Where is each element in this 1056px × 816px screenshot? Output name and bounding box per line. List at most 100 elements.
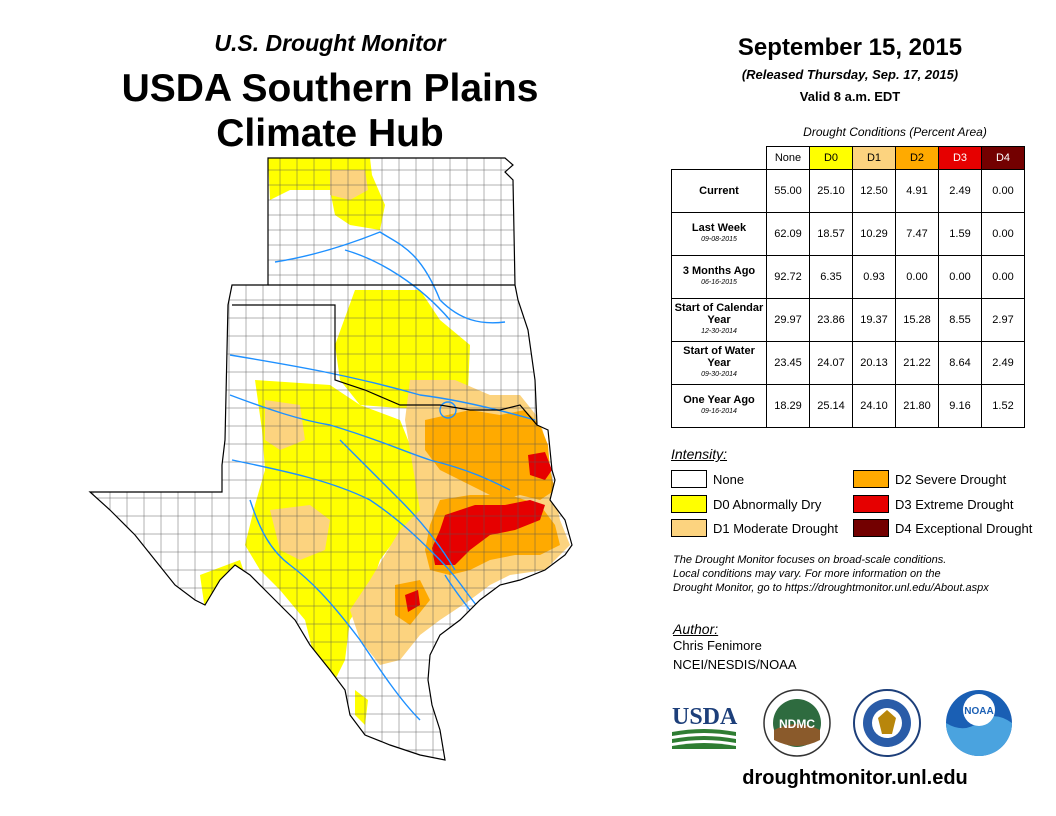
row-label: Start of Calendar Year 12-30-2014 <box>671 298 767 342</box>
col-header-d0: D0 <box>809 146 853 170</box>
cell-d1: 19.37 <box>852 298 896 342</box>
note-line-2: Local conditions may vary. For more info… <box>673 568 941 580</box>
ndmc-logo-text: NDMC <box>779 717 815 731</box>
row-date: 09-16-2014 <box>701 408 737 415</box>
cell-d2: 21.22 <box>895 341 939 385</box>
author-name: Chris Fenimore <box>673 638 762 653</box>
cell-d3: 0.00 <box>938 255 982 299</box>
cell-d1: 24.10 <box>852 384 896 428</box>
legend-label-d4: D4 Exceptional Drought <box>895 520 1033 536</box>
cell-d2: 15.28 <box>895 298 939 342</box>
row-date: 06-16-2015 <box>701 279 737 286</box>
legend-title: Intensity: <box>671 446 728 462</box>
cell-none: 23.45 <box>766 341 810 385</box>
row-label-text: One Year Ago <box>683 394 755 406</box>
row-date: 12-30-2014 <box>701 328 737 335</box>
ndmc-logo: NDMC <box>763 689 831 757</box>
note-line-1: The Drought Monitor focuses on broad-sca… <box>673 554 947 566</box>
map-date: September 15, 2015 <box>737 34 963 61</box>
cell-none: 62.09 <box>766 212 810 256</box>
legend-swatch-none <box>671 470 707 488</box>
row-label: Start of Water Year 09-30-2014 <box>671 341 767 385</box>
disclaimer-note: The Drought Monitor focuses on broad-sca… <box>673 553 1043 595</box>
table-row: Current 55.00 25.10 12.50 4.91 2.49 0.00 <box>671 169 1025 213</box>
legend-swatch-d1 <box>671 519 707 537</box>
row-label: Last Week 09-08-2015 <box>671 212 767 256</box>
valid-time: Valid 8 a.m. EDT <box>799 89 901 104</box>
cell-d1: 10.29 <box>852 212 896 256</box>
cell-d1: 20.13 <box>852 341 896 385</box>
cell-d4: 1.52 <box>981 384 1025 428</box>
state-outlines <box>88 157 573 761</box>
legend-swatch-d0 <box>671 495 707 513</box>
drought-map <box>88 157 573 761</box>
doc-seal-logo <box>853 689 921 757</box>
row-label: 3 Months Ago 06-16-2015 <box>671 255 767 299</box>
cell-d4: 2.49 <box>981 341 1025 385</box>
table-header-row: None D0 D1 D2 D3 D4 <box>671 146 1025 170</box>
table-row: Start of Calendar Year 12-30-2014 29.97 23.… <box>671 298 1025 342</box>
legend-item-none: None <box>671 470 744 488</box>
table-caption: Drought Conditions (Percent Area) <box>803 125 987 139</box>
legend-label-d3: D3 Extreme Drought <box>895 496 1014 512</box>
cell-d1: 0.93 <box>852 255 896 299</box>
row-label-text: Start of Calendar Year <box>674 302 764 326</box>
cell-d3: 8.64 <box>938 341 982 385</box>
legend-swatch-d2 <box>853 470 889 488</box>
cell-d2: 7.47 <box>895 212 939 256</box>
legend-label-d0: D0 Abnormally Dry <box>713 496 822 512</box>
table-row: One Year Ago 09-16-2014 18.29 25.14 24.10 21.… <box>671 384 1025 428</box>
legend-label-none: None <box>713 471 745 487</box>
row-label-text: 3 Months Ago <box>682 265 756 277</box>
cell-d3: 1.59 <box>938 212 982 256</box>
cell-d1: 12.50 <box>852 169 896 213</box>
cell-d4: 0.00 <box>981 169 1025 213</box>
cell-d2: 21.80 <box>895 384 939 428</box>
cell-none: 29.97 <box>766 298 810 342</box>
table-row: 3 Months Ago 06-16-2015 92.72 6.35 0.93 0.00 0… <box>671 255 1025 299</box>
noaa-logo-text: NOAA <box>964 706 993 717</box>
legend-item-d3: D3 Extreme Drought <box>853 495 1014 513</box>
author-label: Author: <box>673 621 719 637</box>
cell-d0: 24.07 <box>809 341 853 385</box>
cell-d0: 18.57 <box>809 212 853 256</box>
note-line-3: Drought Monitor, go to https://droughtmo… <box>673 582 989 594</box>
col-header-d4: D4 <box>981 146 1025 170</box>
row-label-text: Start of Water Year <box>683 345 755 369</box>
cell-d4: 0.00 <box>981 255 1025 299</box>
map-title: USDA Southern Plains Climate Hub <box>90 66 570 156</box>
author-org: NCEI/NESDIS/NOAA <box>673 657 797 672</box>
cell-d0: 25.14 <box>809 384 853 428</box>
cell-d4: 2.97 <box>981 298 1025 342</box>
drought-area-d3 <box>405 452 552 612</box>
legend-label-d1: D1 Moderate Drought <box>713 520 839 536</box>
cell-d4: 0.00 <box>981 212 1025 256</box>
row-label: Current <box>671 169 767 213</box>
col-header-none: None <box>766 146 810 170</box>
cell-d0: 6.35 <box>809 255 853 299</box>
row-label-text: Current <box>699 185 739 197</box>
cell-d2: 0.00 <box>895 255 939 299</box>
legend-item-d2: D2 Severe Drought <box>853 470 1006 488</box>
cell-d0: 23.86 <box>809 298 853 342</box>
usda-logo: USDA <box>672 704 738 749</box>
map-title-line2: Climate Hub <box>216 112 444 155</box>
row-date: 09-08-2015 <box>701 236 737 243</box>
release-date: (Released Thursday, Sep. 17, 2015) <box>741 67 959 82</box>
map-title-line1: USDA Southern Plains <box>121 67 539 110</box>
col-header-d3: D3 <box>938 146 982 170</box>
row-date: 09-30-2014 <box>701 371 737 378</box>
row-label: One Year Ago 09-16-2014 <box>671 384 767 428</box>
legend-swatch-d3 <box>853 495 889 513</box>
cell-none: 92.72 <box>766 255 810 299</box>
footer-url[interactable]: droughtmonitor.unl.edu <box>742 767 968 789</box>
table-corner <box>671 146 767 170</box>
legend-swatch-d4 <box>853 519 889 537</box>
usda-logo-text: USDA <box>672 704 738 730</box>
row-label-text: Last Week <box>691 222 747 234</box>
cell-none: 55.00 <box>766 169 810 213</box>
map-subtitle: U.S. Drought Monitor <box>214 30 446 56</box>
table-row: Last Week 09-08-2015 62.09 18.57 10.29 7.47 1.… <box>671 212 1025 256</box>
noaa-logo: NOAA <box>946 690 1012 756</box>
legend-label-d2: D2 Severe Drought <box>895 471 1007 487</box>
